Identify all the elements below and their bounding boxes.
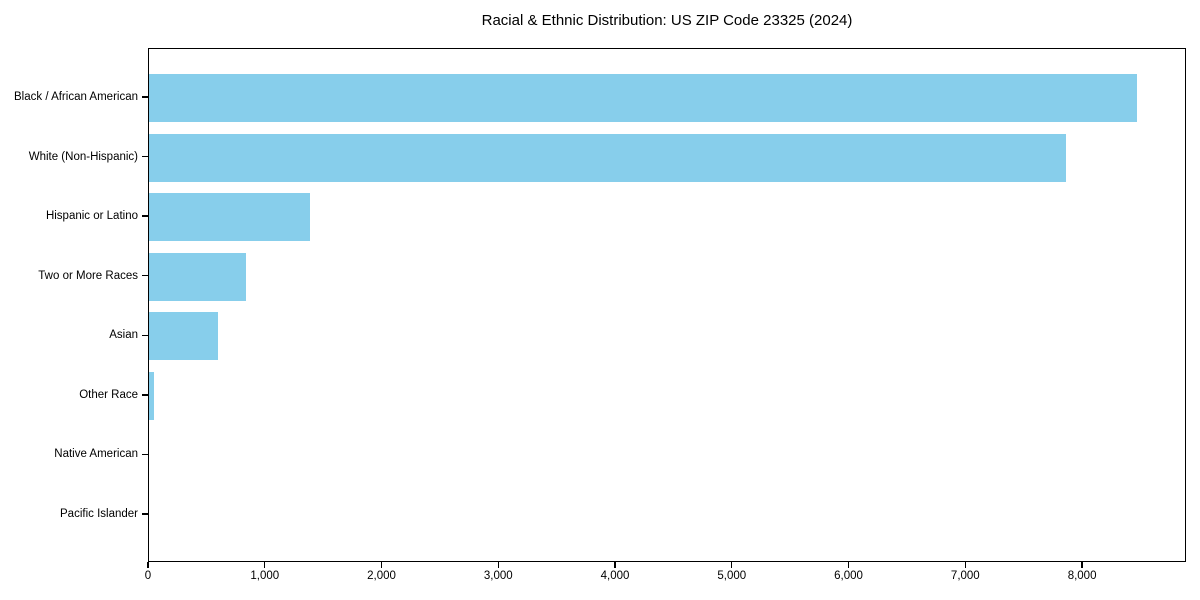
y-tick-mark [142,453,148,456]
plot-area [148,48,1186,562]
y-tick-mark [142,334,148,336]
y-tick-mark [142,394,148,396]
y-tick-label: Hispanic or Latino [45,210,138,223]
bar [149,312,218,361]
x-tick-mark [964,562,966,568]
y-tick-mark [142,215,148,217]
x-tick-label: 8,000 [1067,570,1097,582]
chart-title: Racial & Ethnic Distribution: US ZIP Cod… [481,12,853,29]
y-tick-label: Other Race [79,388,138,401]
x-tick-mark [497,562,499,568]
y-tick-mark [142,96,148,98]
y-tick-label: White (Non-Hispanic) [28,150,138,163]
bar [149,74,1137,122]
x-tick-label: 4,000 [600,570,630,582]
y-tick-mark [142,155,148,158]
x-tick-mark [264,562,266,568]
x-tick-mark [731,562,733,568]
y-tick-label: Two or More Races [38,269,138,282]
x-tick-label: 2,000 [367,570,396,582]
y-tick-mark [142,275,148,277]
x-tick-label: 3,000 [483,570,513,582]
x-tick-mark [1081,562,1083,568]
bar [149,193,311,242]
y-tick-mark [142,513,148,515]
x-tick-mark [847,562,850,568]
x-tick-mark [614,562,616,568]
x-tick-label: 0 [144,570,152,582]
x-tick-label: 1,000 [250,570,280,582]
y-tick-label: Native American [54,448,138,461]
bar [149,252,246,301]
y-tick-label: Black / African American [14,91,138,103]
bar [149,371,154,420]
bar [149,133,1066,182]
x-tick-label: 6,000 [834,570,863,582]
x-tick-mark [147,562,149,568]
x-tick-label: 7,000 [950,570,980,582]
x-tick-mark [380,562,383,568]
y-tick-label: Pacific Islander [60,508,138,520]
x-tick-label: 5,000 [717,570,747,582]
y-tick-label: Asian [109,329,138,342]
